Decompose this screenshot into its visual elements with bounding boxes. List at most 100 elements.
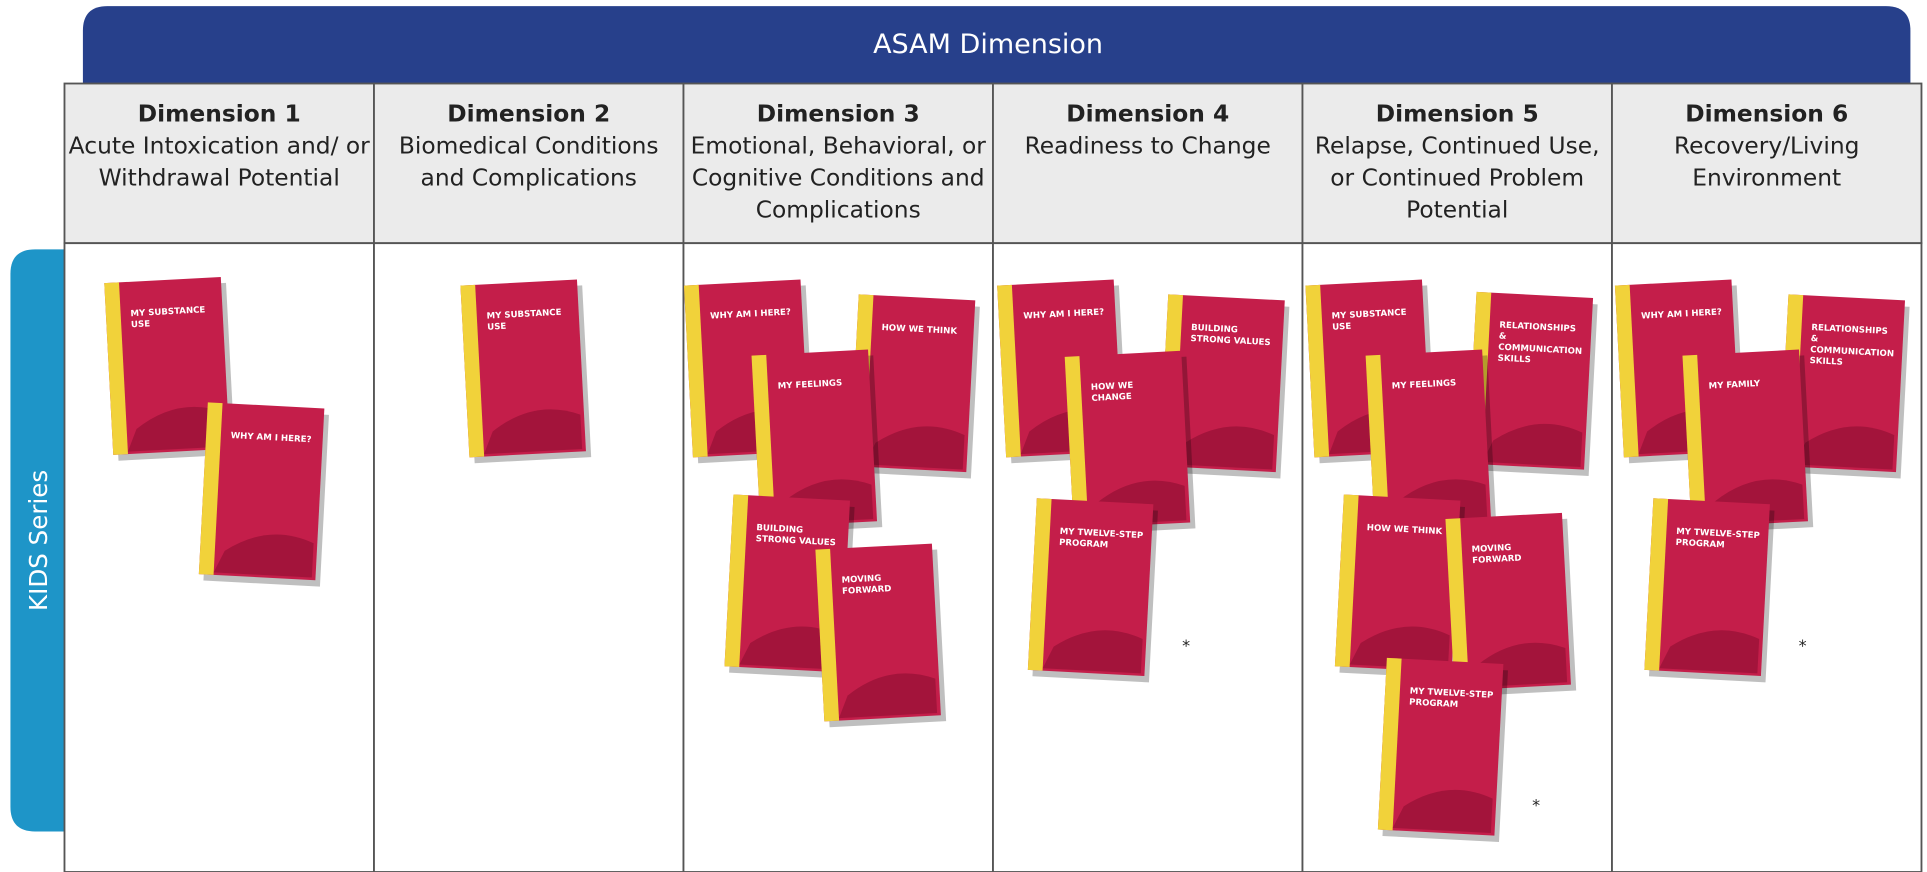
header-text: Dimension 4 Readiness to Change — [1025, 100, 1271, 160]
book-title-box: MY TWELVE-STEP PROGRAM — [1059, 526, 1144, 549]
book: MY TWELVE-STEP PROGRAM — [1644, 498, 1775, 683]
book: WHY AM I HERE? — [198, 402, 329, 587]
book-title-box: MY TWELVE-STEP PROGRAM — [1675, 526, 1760, 549]
header-text: Dimension 6 Recovery/Living Environment — [1612, 84, 1921, 195]
header-text: Dimension 3 Emotional, Behavioral, or Cog… — [683, 84, 992, 226]
header-content: Dimension 5 Relapse, Continued Use, or Co… — [1302, 84, 1611, 226]
book-title-box: WHY AM I HERE? — [230, 430, 312, 445]
column-title: Dimension 1 — [137, 100, 301, 128]
book-title-box: HOW WE CHANGE — [1090, 380, 1134, 404]
book-title: MOVING FORWARD — [1471, 542, 1522, 566]
book-title: MY TWELVE-STEP PROGRAM — [1408, 686, 1494, 710]
column-description: Acute Intoxication and/ or Withdrawal Po… — [68, 132, 370, 192]
book-spine — [198, 402, 223, 575]
book-title: MY FAMILY — [1708, 378, 1761, 392]
header-cell — [63, 82, 375, 245]
book: BUILDING STRONG VALUES — [724, 494, 855, 679]
header-text: Dimension 5 Relapse, Continued Use, or Co… — [1302, 84, 1611, 226]
book-title: MY FEELINGS — [777, 377, 843, 392]
header-content: Dimension 6 Recovery/Living Environment — [1612, 84, 1921, 195]
header-content: Dimension 3 Emotional, Behavioral, or Cog… — [683, 84, 992, 226]
header-title: ASAM Dimension — [873, 29, 1103, 60]
column-title: Dimension 2 — [447, 100, 611, 128]
book-spine — [1377, 657, 1402, 831]
book-spine — [751, 354, 776, 528]
book: MOVING FORWARD — [815, 543, 947, 728]
book-cover — [1779, 294, 1906, 473]
column-title: Dimension 4 — [1066, 100, 1230, 128]
book-title-box: MY TWELVE-STEP PROGRAM — [1408, 686, 1494, 710]
book-title: MY SUBSTANCE USE — [1331, 307, 1407, 333]
book-cover — [1334, 494, 1461, 673]
book-spine — [1644, 498, 1669, 671]
book-title-box: MY FEELINGS — [1391, 377, 1457, 392]
book-spine — [1064, 356, 1089, 529]
header-cell — [1301, 82, 1613, 245]
book-note: * — [1182, 636, 1190, 655]
book-title: MY SUBSTANCE USE — [130, 304, 206, 330]
book-title-box: MOVING FORWARD — [841, 573, 891, 596]
book-art — [1174, 426, 1275, 470]
book: RELATIONSHIPS & COMMUNICATION SKILLS — [1467, 291, 1598, 477]
book-spine — [1027, 498, 1052, 671]
book-cover — [198, 402, 325, 581]
header-cell — [373, 82, 685, 245]
book-title: HOW WE THINK — [881, 322, 958, 337]
book-title-box: HOW WE THINK — [1366, 523, 1442, 537]
book-spine — [1365, 354, 1390, 528]
column-title: Dimension 3 — [756, 100, 920, 128]
book-art — [1349, 626, 1450, 670]
book-title: BUILDING STRONG VALUES — [755, 522, 837, 548]
book-art — [127, 406, 226, 452]
book-cover — [724, 494, 851, 673]
header-content: Dimension 1 Acute Intoxication and/ or Wi… — [64, 84, 373, 195]
book-spine — [997, 284, 1021, 458]
column-title: Dimension 6 — [1685, 100, 1849, 128]
book-title: WHY AM I HERE? — [230, 430, 312, 445]
book-title: BUILDING STRONG VALUES — [1190, 322, 1271, 348]
book: MY TWELVE-STEP PROGRAM — [1027, 498, 1158, 683]
book-art — [1794, 426, 1895, 470]
book-spine — [815, 548, 840, 722]
book: MY FAMILY — [1682, 349, 1814, 534]
book-title: RELATIONSHIPS & COMMUNICATION SKILLS — [1497, 320, 1583, 365]
header-cell — [682, 82, 994, 245]
book: HOW WE CHANGE — [1064, 350, 1196, 535]
side-label: KIDS Series — [24, 470, 53, 611]
book-spine — [1682, 354, 1707, 528]
book-spine — [1334, 494, 1359, 667]
header-cell — [992, 82, 1304, 245]
book-art — [484, 409, 583, 455]
column-description: Emotional, Behavioral, or Cognitive Cond… — [690, 132, 986, 224]
book-spine — [1614, 284, 1639, 458]
book-title-box: MOVING FORWARD — [1471, 542, 1522, 566]
column-description: Biomedical Conditions and Complications — [398, 132, 659, 192]
book-title: MY SUBSTANCE USE — [486, 307, 562, 333]
book-cover — [1377, 657, 1504, 836]
book-art — [864, 426, 965, 470]
book-art — [1659, 630, 1760, 674]
book-cover — [1467, 291, 1594, 470]
book-title: WHY AM I HERE? — [1640, 307, 1723, 322]
book: MY TWELVE-STEP PROGRAM — [1377, 657, 1508, 843]
book-title-box: MY SUBSTANCE USE — [130, 304, 206, 330]
book-art — [213, 534, 314, 578]
book-art — [1392, 789, 1493, 834]
header-bar — [82, 6, 1911, 84]
header-text: Dimension 1 Acute Intoxication and/ or Wi… — [64, 84, 373, 195]
book-spine — [104, 282, 128, 455]
book-spine — [724, 494, 749, 667]
book: RELATIONSHIPS & COMMUNICATION SKILLS — [1779, 294, 1910, 479]
book-note: * — [1799, 636, 1807, 655]
book-title: MY FEELINGS — [1391, 377, 1457, 392]
side-tab — [10, 249, 65, 832]
book-title: HOW WE CHANGE — [1090, 380, 1134, 404]
book-title: WHY AM I HERE? — [709, 307, 792, 322]
column-description: Recovery/Living Environment — [1673, 132, 1860, 192]
column-title: Dimension 5 — [1375, 100, 1539, 128]
book-art — [739, 626, 840, 670]
book-title: WHY AM I HERE? — [1023, 307, 1105, 322]
book: HOW WE THINK — [1334, 494, 1465, 679]
book-cover — [1027, 498, 1154, 677]
